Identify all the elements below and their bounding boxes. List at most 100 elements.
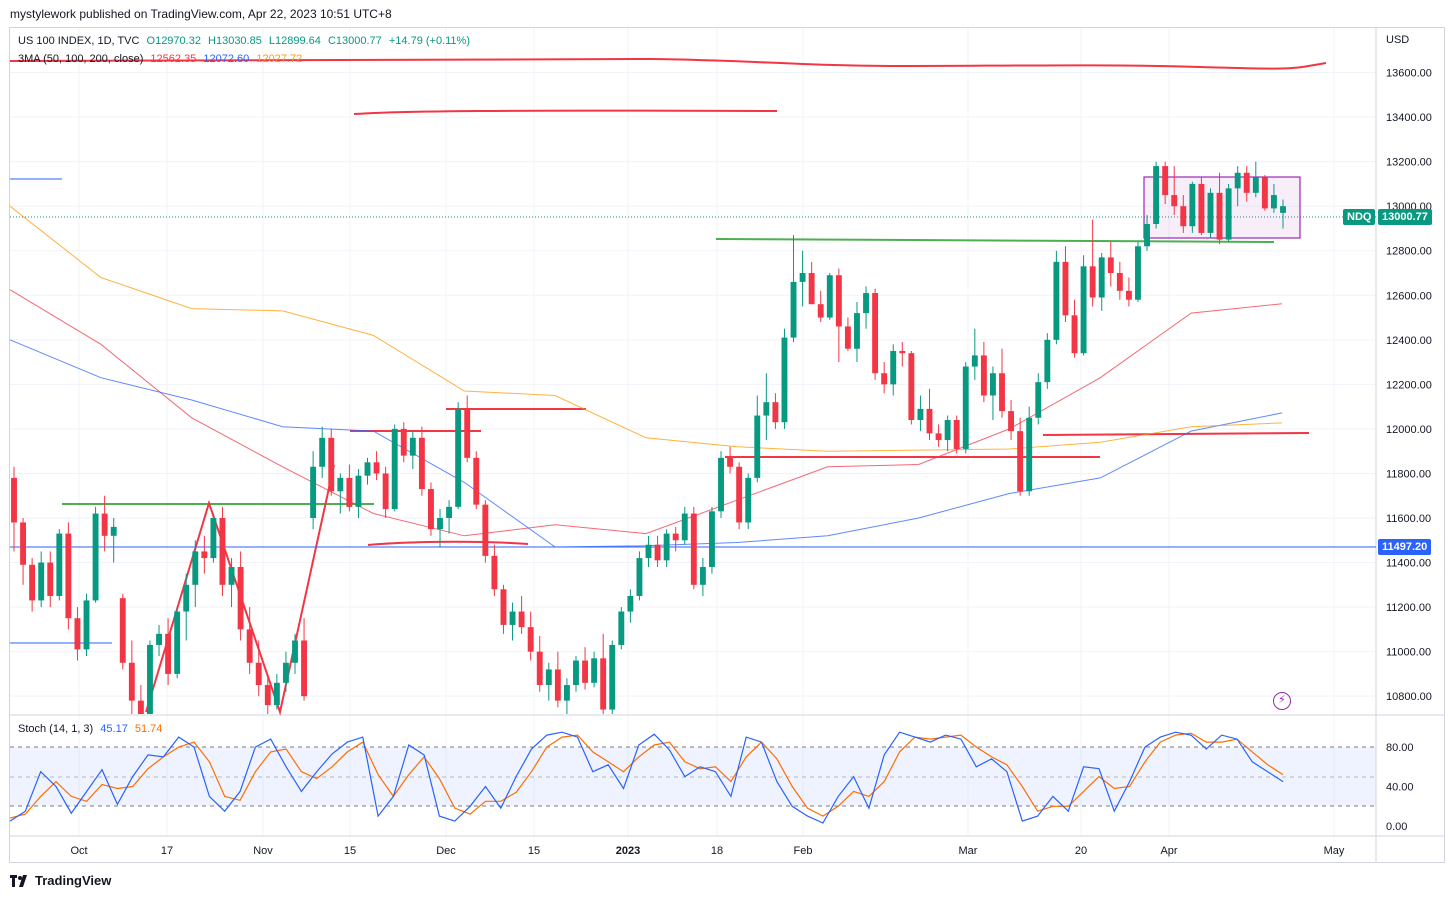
candle-body [645, 544, 652, 559]
candle-body [455, 408, 462, 507]
candle-body [754, 415, 761, 478]
ohlc-close: C13000.77 [327, 35, 382, 47]
candle-body [591, 658, 598, 683]
candle-body [273, 682, 280, 706]
candle-body [808, 273, 815, 305]
ma-label: 3MA (50, 100, 200, close) [18, 53, 144, 65]
candle-body [373, 462, 380, 474]
candle-body [1135, 246, 1141, 300]
drawings[interactable] [9, 57, 1376, 716]
candle-body [1162, 166, 1169, 196]
stoch-d-value: 51.74 [134, 723, 163, 735]
candle-body [210, 518, 217, 559]
x-tick-label: May [1324, 845, 1345, 857]
candle-body [219, 518, 226, 585]
x-tick-label: 2023 [616, 845, 640, 857]
stoch-tick-label: 80.00 [1386, 742, 1414, 754]
x-tick-label: Feb [794, 845, 813, 857]
candle-body [110, 526, 117, 536]
ma50-value: 12562.35 [150, 53, 197, 65]
candle-body [854, 313, 860, 349]
y-tick-label: 12000.00 [1386, 424, 1432, 436]
candle-body [600, 658, 607, 710]
candle-body [681, 513, 688, 541]
candle-body [971, 355, 978, 367]
candle-body [310, 466, 317, 518]
y-tick-label: 13400.00 [1386, 112, 1432, 124]
candle-body [1089, 266, 1096, 298]
candle-body [282, 662, 289, 683]
candle-body [582, 660, 588, 683]
x-tick-label: 15 [344, 845, 356, 857]
candle-body [1125, 290, 1132, 300]
candle-body [418, 437, 425, 490]
stoch-tick-label: 0.00 [1386, 821, 1407, 833]
candle-body [736, 466, 743, 523]
candle-body [391, 428, 398, 510]
y-tick-label: 11400.00 [1386, 558, 1431, 570]
candle-body [799, 273, 806, 282]
candle-body [1080, 266, 1087, 354]
candle-body [364, 462, 371, 476]
candle-body [1207, 192, 1214, 233]
candle-body [618, 611, 625, 645]
tradingview-logo-icon [10, 874, 27, 887]
candle-body [147, 644, 153, 714]
candle-body [872, 293, 879, 374]
candle-body [899, 350, 906, 354]
candle-body [174, 611, 181, 674]
currency-label: USD [1386, 34, 1410, 46]
ma200-value: 12027.72 [256, 53, 303, 65]
candle-body [763, 402, 770, 416]
x-tick-label: 15 [528, 845, 540, 857]
x-tick-label: Apr [1160, 845, 1177, 857]
stochastic [9, 731, 1284, 824]
candle-body [790, 281, 797, 338]
candle-body [301, 640, 308, 697]
candle-body [690, 513, 697, 585]
candle-body [953, 420, 960, 449]
candle-body [817, 304, 824, 318]
candle-body [464, 408, 471, 458]
candle-body [1035, 382, 1042, 418]
candle-body [382, 473, 389, 510]
support-line-feb [715, 238, 1275, 243]
candle-body [863, 293, 869, 314]
lightning-icon[interactable]: ⚡ [1273, 692, 1291, 710]
candle-body [1171, 195, 1178, 207]
candle-body [74, 618, 81, 650]
candle-body [246, 629, 253, 663]
candle-body [56, 533, 63, 596]
candle-body [573, 660, 579, 686]
candle-body [962, 366, 969, 449]
x-tick-label: 20 [1075, 845, 1087, 857]
candle-body [536, 651, 543, 686]
candle-body [663, 533, 670, 561]
candles [11, 161, 1286, 714]
candle-body [844, 326, 851, 349]
stoch-legend: Stoch (14, 1, 3) 45.17 51.74 [18, 723, 166, 735]
x-tick-label: Dec [436, 845, 456, 857]
candle-body [328, 437, 335, 492]
y-tick-label: 11800.00 [1386, 468, 1431, 480]
candle-body [29, 564, 36, 601]
candle-body [1234, 172, 1241, 189]
candle-body [92, 513, 99, 601]
candle-body [1252, 177, 1259, 193]
candle-body [1071, 315, 1078, 354]
candle-body [473, 457, 480, 505]
candle-body [772, 402, 779, 423]
candle-body [1098, 257, 1105, 298]
x-tick-label: 18 [711, 845, 723, 857]
candle-body [491, 555, 498, 590]
candle-body [128, 662, 135, 701]
candle-body [1225, 188, 1232, 240]
candle-body [917, 408, 924, 420]
candle-body [183, 584, 190, 612]
candle-body [119, 598, 126, 663]
candle-body [989, 373, 996, 396]
hline-price-tag: 11497.20 [1378, 539, 1432, 555]
ma-200-line [9, 205, 1283, 452]
candle-body [672, 533, 679, 541]
